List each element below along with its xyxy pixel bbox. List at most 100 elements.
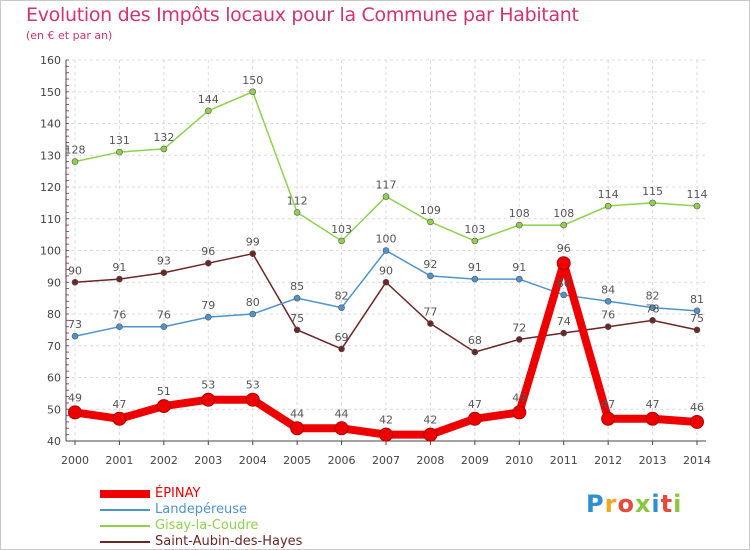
data-label-layer: 128 131 132 144 150 112 103 117 109 103 108 108 114 1…: [65, 74, 708, 427]
y-tick-label: 110: [40, 213, 61, 226]
data-point--pinay: [423, 427, 438, 442]
legend-item-epinay[interactable]: ÉPINAY: [100, 486, 360, 502]
data-point-gisay-la-coudre: [71, 158, 79, 165]
y-tick-label: 60: [47, 372, 61, 385]
x-tick-label: 2003: [194, 454, 222, 467]
legend: ÉPINAY Landepéreuse Gisay-la-Coudre Sain…: [100, 486, 360, 550]
logo-letter: t: [660, 490, 674, 518]
x-tick-label: 2006: [328, 454, 356, 467]
data-label-landep-reuse: 92: [423, 258, 437, 271]
data-point-landep-reuse: [338, 304, 345, 311]
legend-label-gisay: Gisay-la-Coudre: [155, 518, 259, 533]
legend-item-landepereuse[interactable]: Landepéreuse: [100, 502, 360, 518]
data-label-gisay-la-coudre: 112: [287, 194, 308, 207]
data-label-gisay-la-coudre: 115: [642, 185, 663, 198]
data-point--pinay: [601, 411, 616, 426]
data-point-gisay-la-coudre: [116, 148, 123, 156]
x-tick-label: 2010: [505, 454, 533, 467]
data-point--pinay: [556, 256, 571, 271]
data-label--pinay: 51: [157, 385, 171, 398]
data-label--pinay: 47: [112, 398, 126, 411]
data-label-landep-reuse: 85: [290, 280, 304, 293]
x-tick-label: 2011: [550, 454, 578, 467]
data-label--pinay: 47: [468, 398, 482, 411]
data-label-landep-reuse: 73: [68, 318, 82, 331]
data-point-saint-aubin-des-hayes: [116, 275, 123, 283]
data-point-landep-reuse: [293, 294, 301, 302]
x-tick-label: 2013: [639, 454, 667, 467]
y-tick-label: 40: [47, 435, 61, 448]
data-point-saint-aubin-des-hayes: [338, 345, 345, 353]
data-point-gisay-la-coudre: [471, 237, 479, 245]
data-label--pinay: 47: [646, 398, 660, 411]
data-point-saint-aubin-des-hayes: [427, 320, 434, 327]
series-layer: [68, 88, 704, 442]
data-label-gisay-la-coudre: 144: [198, 93, 219, 106]
y-tick-label: 150: [40, 86, 61, 99]
data-point--pinay: [334, 421, 349, 436]
data-label-gisay-la-coudre: 131: [109, 134, 130, 147]
data-label-landep-reuse: 82: [335, 290, 349, 303]
y-tick-label: 50: [47, 403, 61, 416]
y-tick-label: 80: [47, 308, 61, 321]
data-point-landep-reuse: [116, 323, 123, 331]
data-label-gisay-la-coudre: 150: [242, 74, 263, 87]
x-tick-label: 2008: [416, 454, 444, 467]
legend-item-saint-aubin[interactable]: Saint-Aubin-des-Hayes: [100, 534, 360, 550]
x-tick-label: 2007: [372, 454, 400, 467]
data-point--pinay: [68, 405, 82, 420]
data-point--pinay: [690, 414, 704, 429]
data-point-saint-aubin-des-hayes: [693, 326, 701, 334]
data-point--pinay: [245, 392, 260, 407]
data-label--pinay: 96: [557, 242, 571, 255]
proxiti-logo: Proxiti: [586, 490, 682, 518]
data-point-saint-aubin-des-hayes: [649, 317, 656, 324]
data-point-saint-aubin-des-hayes: [71, 278, 79, 286]
data-point-saint-aubin-des-hayes: [471, 348, 479, 356]
data-label-saint-aubin-des-hayes: 75: [690, 312, 704, 325]
data-point--pinay: [156, 399, 171, 414]
data-point-saint-aubin-des-hayes: [604, 323, 612, 331]
legend-swatch-saint-aubin: [100, 541, 150, 543]
data-label-landep-reuse: 100: [376, 233, 397, 246]
data-point-saint-aubin-des-hayes: [515, 336, 523, 343]
data-label-saint-aubin-des-hayes: 77: [423, 306, 437, 319]
y-tick-label: 130: [40, 149, 61, 162]
y-tick-label: 90: [47, 276, 61, 289]
data-label-gisay-la-coudre: 132: [153, 131, 174, 144]
data-label-saint-aubin-des-hayes: 93: [157, 255, 171, 268]
logo-letter: i: [673, 490, 683, 518]
legend-swatch-landepereuse: [100, 509, 150, 511]
data-label-landep-reuse: 86: [557, 277, 571, 290]
data-label-saint-aubin-des-hayes: 68: [468, 334, 482, 347]
data-point-landep-reuse: [71, 332, 79, 340]
data-label--pinay: 49: [512, 391, 526, 404]
data-label-saint-aubin-des-hayes: 90: [68, 264, 82, 277]
y-tick-label: 160: [40, 54, 61, 67]
data-point-landep-reuse: [160, 323, 168, 331]
chart-title: Evolution des Impôts locaux pour la Comm…: [26, 4, 579, 26]
x-tick-label: 2001: [105, 454, 133, 467]
data-point-landep-reuse: [204, 313, 212, 321]
data-label-saint-aubin-des-hayes: 72: [512, 321, 526, 334]
data-point-landep-reuse: [249, 310, 257, 318]
logo-letter: o: [617, 490, 635, 518]
data-label-landep-reuse: 82: [646, 290, 660, 303]
data-label-gisay-la-coudre: 108: [553, 207, 574, 220]
x-tick-label: 2002: [150, 454, 178, 467]
data-label--pinay: 53: [201, 379, 215, 392]
logo-letter: P: [586, 490, 605, 518]
legend-swatch-gisay: [100, 525, 150, 527]
data-label-gisay-la-coudre: 109: [420, 204, 441, 217]
data-point-gisay-la-coudre: [515, 221, 523, 229]
data-label-saint-aubin-des-hayes: 75: [290, 312, 304, 325]
data-label-gisay-la-coudre: 103: [331, 223, 352, 236]
data-point-gisay-la-coudre: [693, 202, 701, 210]
data-point-gisay-la-coudre: [604, 202, 612, 210]
legend-item-gisay[interactable]: Gisay-la-Coudre: [100, 518, 360, 534]
logo-letter: i: [651, 490, 661, 518]
data-label--pinay: 44: [335, 407, 349, 420]
x-tick-label: 2009: [461, 454, 489, 467]
x-tick-label: 2004: [239, 454, 267, 467]
data-point-saint-aubin-des-hayes: [293, 326, 301, 334]
